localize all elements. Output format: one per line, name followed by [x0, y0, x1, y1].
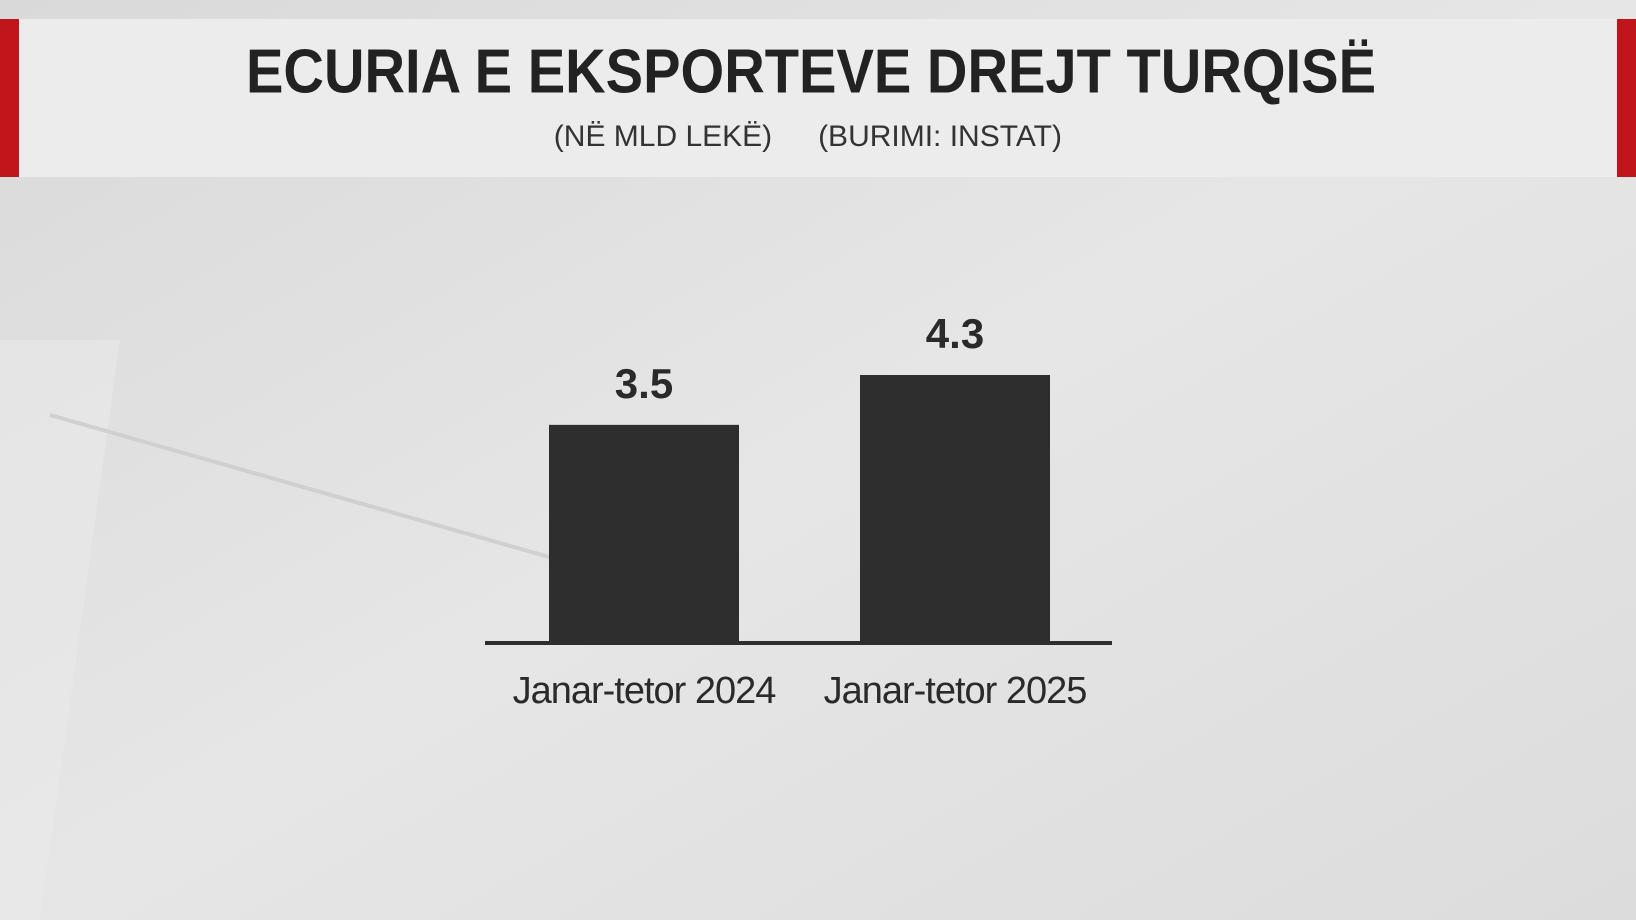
bar	[549, 424, 739, 643]
header-accent	[0, 19, 19, 177]
bar	[860, 375, 1050, 643]
chart-title: ECURIA E EKSPORTEVE DREJT TURQISË	[246, 37, 1376, 106]
x-tick-label: Janar-tetor 2024	[513, 670, 777, 712]
value-label: 3.5	[615, 360, 673, 407]
chart-subtitle: (NË MLD LEKË)	[554, 120, 772, 153]
x-tick-label: Janar-tetor 2025	[824, 670, 1087, 712]
header-band	[0, 19, 1636, 177]
value-label: 4.3	[926, 310, 984, 357]
background-shape	[0, 340, 120, 920]
header-accent	[1617, 19, 1636, 177]
chart-subtitle: (BURIMI: INSTAT)	[818, 120, 1062, 153]
